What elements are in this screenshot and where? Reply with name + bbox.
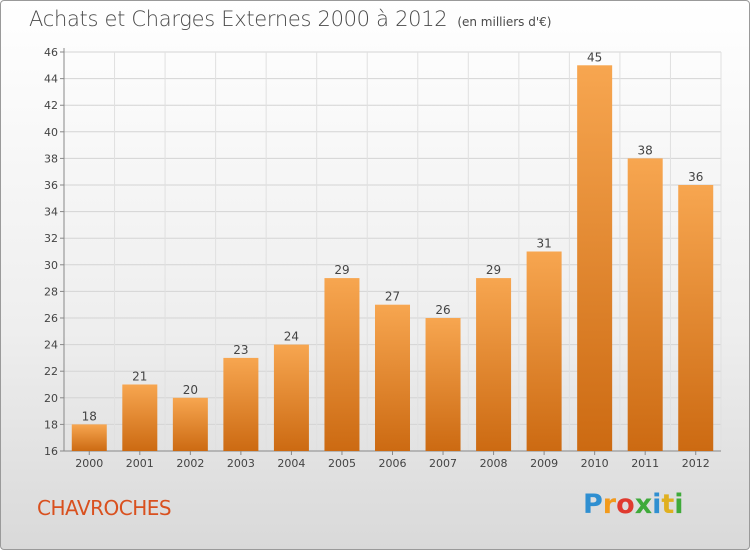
bar (375, 304, 410, 451)
x-tick-label: 2009 (530, 457, 558, 470)
bar (577, 65, 613, 452)
y-tick-labels: 16 18 20 22 24 26 28 30 32 34 36 38 40 42 44 46 (44, 46, 58, 458)
bar-value-label: 29 (486, 263, 501, 277)
x-tick-label: 2000 (75, 457, 103, 470)
bar-value-label: 27 (385, 290, 400, 304)
bar (627, 158, 663, 451)
bar-value-label: 31 (536, 237, 551, 251)
y-tick-label: 32 (44, 232, 58, 245)
y-tick-label: 34 (44, 206, 58, 219)
x-tick-label: 2011 (631, 457, 659, 470)
bar (324, 278, 360, 451)
logo-letter: P (583, 489, 603, 520)
bar (172, 397, 208, 451)
chart-title-block: Achats et Charges Externes 2000 à 2012 (e… (29, 7, 551, 31)
x-tick-labels: 2000 2001 2002 2003 2004 2005 2006 2007 2008 2009… (75, 457, 709, 470)
bar-value-label: 26 (435, 303, 450, 317)
bar (476, 278, 512, 451)
bar-value-label: 36 (688, 170, 703, 184)
y-tick-label: 24 (44, 339, 58, 352)
bar-value-label: 21 (132, 370, 147, 384)
value-labels: 18 21 20 23 24 29 27 26 29 31 45 38 36 (82, 50, 704, 423)
bar-value-label: 38 (638, 143, 653, 157)
y-tick-label: 40 (44, 126, 58, 139)
bar-value-label: 29 (334, 263, 349, 277)
bar (425, 318, 461, 451)
y-tick-label: 28 (44, 285, 58, 298)
y-tick-label: 30 (44, 259, 58, 272)
y-tick-label: 16 (44, 445, 58, 458)
y-tick-label: 46 (44, 46, 58, 59)
logo-letter: i (652, 489, 662, 520)
bars (71, 65, 714, 452)
bar-value-label: 24 (284, 330, 299, 344)
y-tick-label: 20 (44, 392, 58, 405)
logo-letter: o (616, 489, 635, 520)
y-tick-label: 18 (44, 418, 58, 431)
commune-name: CHAVROCHES (37, 496, 172, 520)
logo-letter: t (661, 489, 675, 520)
bar-value-label: 23 (233, 343, 248, 357)
logo-letter: r (602, 489, 617, 520)
bar (526, 251, 562, 451)
logo-letter: i (674, 489, 684, 520)
x-tick-label: 2003 (227, 457, 255, 470)
x-tick-label: 2012 (682, 457, 710, 470)
x-tick-label: 2002 (176, 457, 204, 470)
logo-letter: x (634, 489, 653, 520)
bar (678, 185, 714, 451)
bar (122, 384, 158, 451)
chart-title: Achats et Charges Externes 2000 à 2012 (29, 7, 448, 31)
bar-value-label: 20 (183, 383, 198, 397)
y-tick-label: 44 (44, 73, 58, 86)
bar (71, 424, 107, 451)
proxiti-logo: Proxiti (583, 489, 693, 523)
x-tick-label: 2001 (126, 457, 154, 470)
bar (273, 344, 309, 451)
y-tick-label: 38 (44, 152, 58, 165)
x-tick-label: 2007 (429, 457, 457, 470)
x-tick-label: 2004 (277, 457, 305, 470)
x-tick-label: 2010 (581, 457, 609, 470)
bar-value-label: 18 (82, 409, 97, 423)
x-tick-label: 2005 (328, 457, 356, 470)
x-tick-label: 2008 (480, 457, 508, 470)
y-tick-label: 26 (44, 312, 58, 325)
bar (223, 357, 259, 451)
chart-unit: (en milliers d'€) (457, 15, 552, 29)
y-tick-label: 36 (44, 179, 58, 192)
y-tick-label: 22 (44, 365, 58, 378)
bar-value-label: 45 (587, 50, 602, 64)
x-tick-label: 2006 (379, 457, 407, 470)
y-tick-label: 42 (44, 99, 58, 112)
